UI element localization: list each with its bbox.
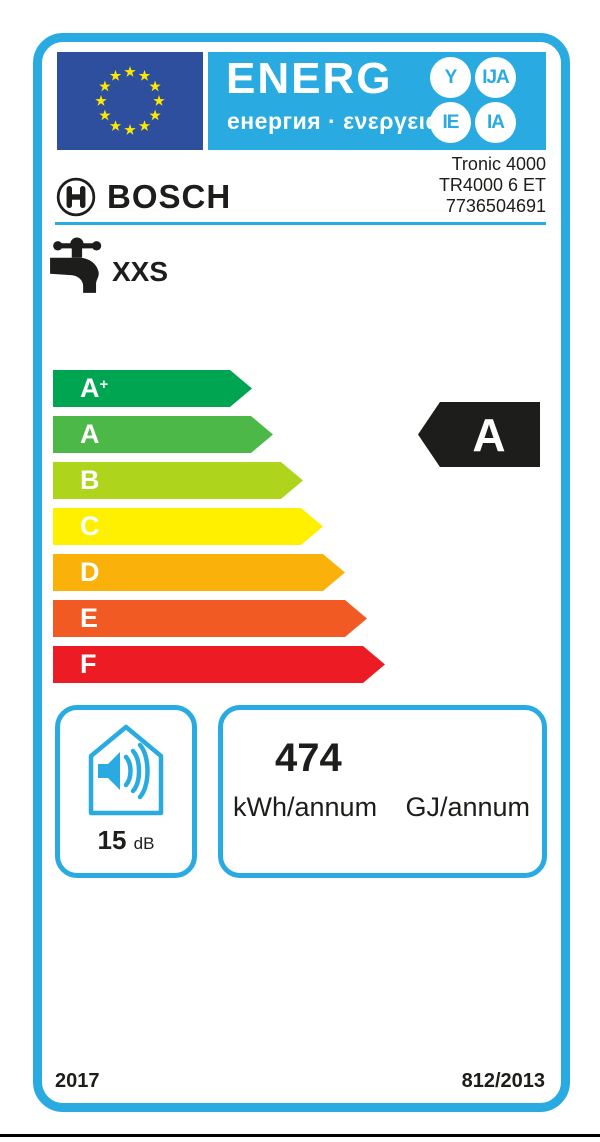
annual-consumption-units: kWh/annum GJ/annum (223, 792, 542, 823)
energy-class-arrow-a+: A+ (53, 370, 252, 407)
energ-subtitle: енергия · ενεργεια (227, 108, 441, 134)
sound-power-number: 15 (97, 825, 127, 855)
product-model: TR4000 6 ET (438, 175, 546, 195)
header-divider (55, 222, 546, 225)
energy-class-arrow-a: A (53, 416, 273, 453)
bosch-anchor-icon (56, 177, 96, 217)
eu-flag (57, 52, 203, 150)
sound-power-value: 15 dB (60, 825, 192, 856)
energ-banner: ENERG енергия · ενεργεια Y IJA IE IA (208, 52, 546, 150)
energy-class-arrow-b: B (53, 462, 303, 499)
energy-class-letter: F (80, 649, 97, 679)
sound-power-unit: dB (133, 834, 155, 853)
brand-logo: BOSCH (55, 176, 231, 218)
annual-consumption-box: 474 kWh/annum GJ/annum (218, 705, 547, 878)
eu-flag-stars-icon (95, 66, 165, 135)
energy-class-letter: C (80, 511, 100, 541)
product-line: Tronic 4000 (451, 154, 546, 174)
tap-icon (48, 236, 110, 303)
regulation-number: 812/2013 (461, 1070, 545, 1092)
bottom-rule (0, 1134, 600, 1137)
load-profile-label: XXS (112, 256, 169, 287)
energy-class-scale: A+ A B C D E F (53, 370, 385, 692)
energy-class-letter: B (80, 465, 100, 495)
energ-title: ENERG (226, 54, 393, 103)
energy-class-letter: A (80, 419, 100, 449)
energy-class-arrow-d: D (53, 554, 345, 591)
energ-circle-ia: IA (475, 102, 516, 143)
energ-circle-ija: IJA (475, 57, 516, 98)
rated-class-letter: A (472, 408, 506, 461)
energy-class-letter: E (80, 603, 99, 633)
energy-class-arrow-c: C (53, 508, 323, 545)
product-info: Tronic 4000 TR4000 6 ET 7736504691 (439, 154, 546, 217)
energy-class-letter: A+ (80, 373, 109, 403)
unit-kwh-annum: kWh/annum (233, 792, 378, 822)
rated-class-arrow: A (418, 402, 540, 467)
sound-house-icon (88, 724, 164, 816)
energ-circle-ie: IE (430, 102, 471, 143)
label-year: 2017 (55, 1070, 100, 1092)
product-number: 7736504691 (445, 196, 546, 216)
sound-power-box: 15 dB (55, 705, 197, 878)
energy-class-arrow-e: E (53, 600, 367, 637)
energy-class-letter: D (80, 557, 100, 587)
unit-gj-annum: GJ/annum (405, 792, 530, 822)
brand-name: BOSCH (107, 178, 232, 215)
energ-circle-y: Y (430, 57, 471, 98)
energy-class-arrow-f: F (53, 646, 385, 683)
annual-consumption-value: 474 (275, 736, 342, 780)
